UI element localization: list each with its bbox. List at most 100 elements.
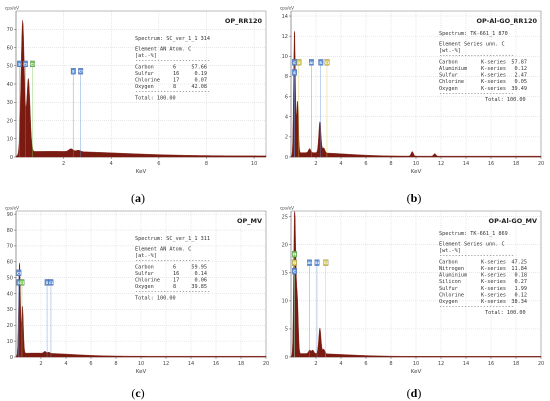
table-cell-series: 8	[173, 284, 176, 290]
table-row: Carbon 6 57.66	[135, 64, 207, 70]
x-tick-label: 12	[438, 361, 444, 367]
y-tick-label: 20	[282, 242, 288, 248]
table-cell-value: 39.49	[511, 86, 527, 92]
y-tick-label: 80	[7, 228, 13, 234]
table-cell-series: K-series	[481, 266, 506, 272]
panel-d: cps/eV 0 5 10 15 20 25 2 4 6 8 10 12 14 16 18 20 KeV OP-Al…	[279, 205, 549, 391]
y-tick-label: 25	[282, 214, 288, 220]
table-spectrum: Spectrum: SC_ver_1_1 314	[135, 36, 210, 42]
table-cell-series: K-series	[481, 299, 506, 305]
table-cell-value: 11.84	[511, 266, 527, 272]
table-cell-series: 17	[173, 78, 179, 84]
panel-background	[279, 205, 549, 391]
x-tick-label: 2	[62, 161, 65, 167]
y-tick-label: 15	[282, 271, 288, 277]
peak-label-text: S	[18, 61, 21, 66]
x-tick-label: 14	[463, 161, 469, 167]
table-cell-value: 39.85	[191, 284, 207, 290]
x-axis-label: KeV	[136, 169, 147, 175]
table-header: Element AN Atom. C	[135, 47, 191, 53]
x-tick-label: 20	[538, 161, 544, 167]
table-cell-value: 0.19	[195, 71, 208, 77]
peak-label-box	[292, 251, 297, 258]
table-cell-element: Carbon	[135, 264, 154, 270]
chart-title: OP-Al-GO_RR120	[476, 17, 537, 25]
peak-label-box	[296, 59, 302, 66]
y-tick-label: 10	[282, 54, 288, 60]
y-tick-label: 60	[7, 260, 13, 266]
table-cell-element: Aluminium	[439, 66, 467, 72]
peak-label-box	[323, 259, 329, 266]
x-tick-label: 6	[364, 361, 367, 367]
table-header-unit: [wt.-%]	[439, 48, 461, 54]
peak-label-box	[324, 59, 330, 66]
table-cell-value: 2.47	[515, 73, 528, 79]
table-cell-element: Sulfur	[135, 71, 154, 77]
x-tick-label: 6	[364, 161, 367, 167]
x-tick-label: 10	[413, 161, 419, 167]
x-tick-label: 4	[110, 161, 113, 167]
peak-label-box	[309, 59, 314, 66]
table-cell-value: 0.07	[195, 78, 208, 84]
table-cell-element: Chlorine	[439, 79, 464, 85]
table-rule: ------------------------	[135, 89, 210, 95]
y-tick-label: 8	[285, 74, 288, 80]
table-cell-element: Oxygen	[135, 84, 154, 90]
y-tick-label: 70	[7, 244, 13, 250]
x-tick-label: 2	[39, 361, 42, 367]
table-header: Element Series unn. C	[439, 242, 505, 248]
table-row: Nitrogen K-series 11.84	[439, 266, 527, 272]
table-header-unit: [wt.-%]	[439, 248, 461, 254]
table-header: Element AN Atom. C	[135, 247, 191, 253]
y-tick-label: 0	[285, 355, 288, 361]
table-rule: ------------------------	[439, 53, 514, 59]
table-cell-element: Sulfur	[135, 271, 154, 277]
table-row: Oxygen 8 42.08	[135, 84, 207, 90]
table-cell-series: K-series	[481, 259, 506, 265]
caption-d: (d)	[406, 386, 422, 400]
peak-label-box	[292, 259, 297, 266]
table-cell-element: Carbon	[439, 59, 458, 65]
y-tick-label: 20	[7, 323, 13, 329]
table-spectrum: Spectrum: TK-661_1 870	[439, 31, 508, 37]
peak-label-box	[78, 68, 84, 75]
table-cell-series: K-series	[481, 86, 506, 92]
table-rule: ------------------------	[439, 90, 514, 96]
peak-label-text: Cl	[325, 60, 329, 65]
table-row: Oxygen K-series 38.34	[439, 299, 527, 305]
table-row: Oxygen K-series 39.49	[439, 86, 527, 92]
y-unit-label: cps/eV	[5, 6, 19, 11]
y-tick-label: 90	[7, 212, 13, 218]
x-tick-label: 16	[488, 361, 494, 367]
table-cell-series: K-series	[481, 273, 506, 279]
table-row: Sulfur 16 0.14	[135, 271, 207, 277]
chart-b: cps/eV 0 2 4 6 8 10 12 14 2 4 6 8 10 12 14 16 18 20 KeV OP-A…	[279, 5, 549, 191]
panel-a: cps/eV 0 10 20 30 40 50 60 70 2 4 6 8 10 KeV OP_RR120 S C…	[4, 5, 274, 191]
table-cell-series: K-series	[481, 66, 506, 72]
table-cell-value: 57.66	[191, 64, 207, 70]
table-cell-series: K-series	[481, 59, 506, 65]
y-tick-label: 0	[10, 155, 13, 161]
table-total: Total: 100.00	[135, 295, 176, 301]
spectrum-series	[290, 210, 542, 358]
x-axis-label: KeV	[411, 369, 422, 375]
table-row: Aluminium K-series 0.18	[439, 273, 527, 279]
peak-label-text: O	[297, 60, 301, 65]
table-cell-value: 0.06	[195, 278, 208, 284]
table-cell-element: Aluminium	[439, 273, 467, 279]
table-cell-element: Carbon	[135, 64, 154, 70]
x-tick-label: 20	[263, 361, 269, 367]
y-tick-label: 10	[282, 299, 288, 305]
caption-a: (a)	[131, 191, 145, 205]
x-tick-label: 8	[389, 361, 392, 367]
peak-label-box	[70, 68, 76, 75]
x-tick-label: 4	[339, 361, 342, 367]
x-tick-label: 6	[157, 161, 160, 167]
panel-background	[4, 205, 274, 391]
table-row: Sulfur 16 0.19	[135, 71, 207, 77]
table-row: Chlorine 17 0.06	[135, 278, 207, 284]
x-tick-label: 2	[314, 361, 317, 367]
table-row: Carbon K-series 57.87	[439, 59, 527, 65]
peak-label-text: Cl	[79, 69, 83, 74]
